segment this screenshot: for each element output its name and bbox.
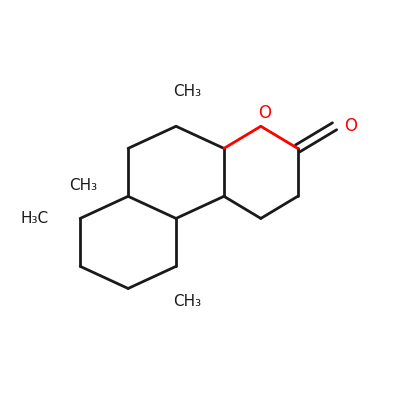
Text: CH₃: CH₃ [69,178,97,193]
Text: O: O [344,117,357,135]
Text: H₃C: H₃C [21,211,49,226]
Text: CH₃: CH₃ [173,294,201,309]
Text: CH₃: CH₃ [173,84,201,99]
Text: O: O [258,104,271,122]
